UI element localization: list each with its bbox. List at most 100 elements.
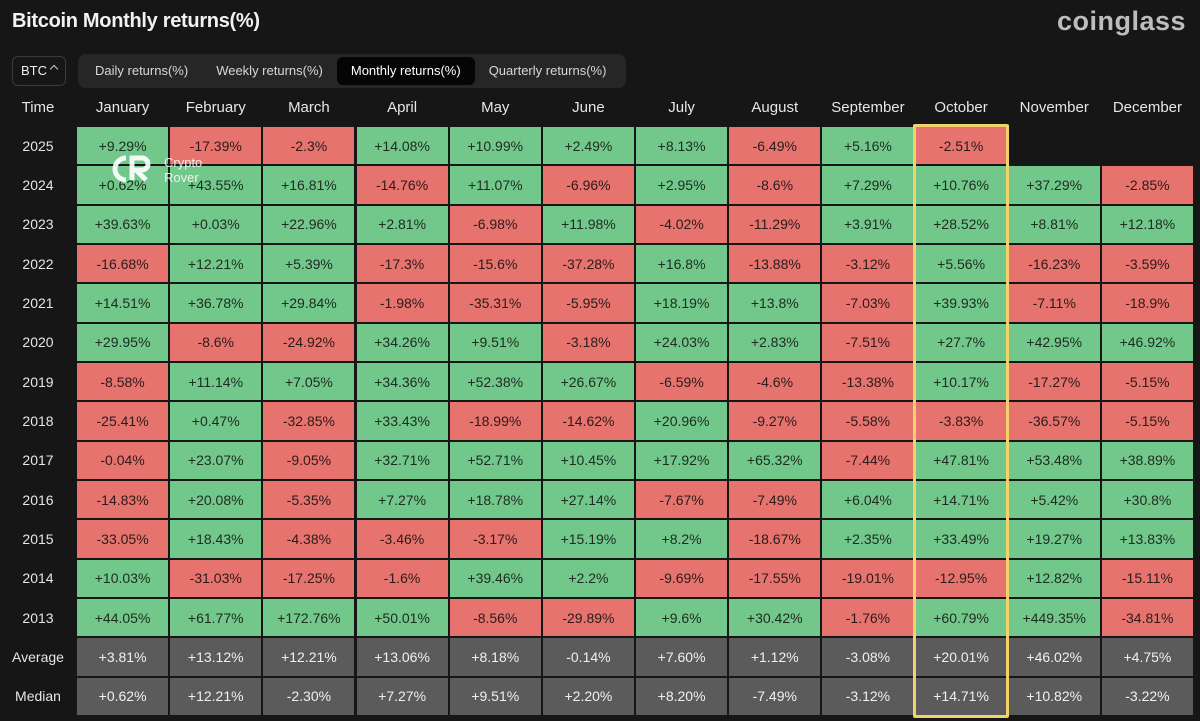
return-cell: +12.21% bbox=[170, 677, 262, 715]
tab[interactable]: Monthly returns(%) bbox=[336, 57, 475, 85]
return-cell: -6.49% bbox=[729, 127, 821, 165]
return-cell: -5.95% bbox=[542, 284, 634, 322]
column-header: April bbox=[387, 98, 418, 116]
return-cell: -7.51% bbox=[822, 323, 914, 361]
return-cell: +60.79% bbox=[915, 598, 1007, 637]
return-cell: +16.81% bbox=[263, 166, 355, 204]
return-cell: +12.21% bbox=[170, 244, 262, 283]
row-label: 2016 bbox=[22, 491, 54, 508]
row-label: 2019 bbox=[22, 373, 54, 390]
return-cell: +18.19% bbox=[636, 284, 728, 322]
return-cell: +26.67% bbox=[542, 362, 634, 401]
row-label: 2021 bbox=[22, 294, 54, 311]
return-cell: -7.11% bbox=[1008, 284, 1100, 322]
return-cell: +13.12% bbox=[170, 638, 262, 676]
return-cell: +27.7% bbox=[915, 323, 1007, 361]
return-cell: +7.27% bbox=[356, 677, 448, 715]
return-cell: +30.42% bbox=[729, 598, 821, 637]
return-cell: -11.29% bbox=[729, 205, 821, 243]
tab[interactable]: Weekly returns(%) bbox=[216, 63, 323, 78]
return-cell: -17.25% bbox=[263, 559, 355, 597]
return-cell: +2.20% bbox=[542, 677, 634, 715]
return-cell: +52.38% bbox=[449, 362, 541, 401]
return-cell: -3.59% bbox=[1101, 244, 1194, 283]
column-header: August bbox=[751, 98, 799, 116]
return-cell: -14.76% bbox=[356, 166, 448, 204]
column-header: January bbox=[95, 98, 150, 116]
column-header: June bbox=[572, 98, 605, 116]
column-header: May bbox=[481, 98, 510, 116]
return-cell: +2.95% bbox=[636, 166, 728, 204]
return-cell: +7.27% bbox=[356, 480, 448, 519]
watermark-text: Rover bbox=[164, 170, 199, 185]
return-cell: +14.08% bbox=[356, 127, 448, 165]
return-cell: +15.19% bbox=[542, 520, 634, 558]
tab[interactable]: Daily returns(%) bbox=[95, 63, 189, 78]
return-cell: +19.27% bbox=[1008, 520, 1100, 558]
return-cell: -14.83% bbox=[77, 480, 169, 519]
return-cell: -34.81% bbox=[1101, 598, 1194, 637]
return-cell: +7.60% bbox=[636, 638, 728, 676]
row-label: 2022 bbox=[22, 255, 54, 272]
return-cell: +28.52% bbox=[915, 205, 1007, 243]
return-cell: +5.42% bbox=[1008, 480, 1100, 519]
return-cell: +34.26% bbox=[356, 323, 448, 361]
return-cell: -7.49% bbox=[729, 480, 821, 519]
asset-selector[interactable]: BTC bbox=[12, 56, 66, 86]
return-cell: +7.05% bbox=[263, 362, 355, 401]
return-cell: +36.78% bbox=[170, 284, 262, 322]
row-label: 2015 bbox=[22, 530, 54, 547]
return-cell: -2.3% bbox=[263, 127, 355, 165]
return-cell: -1.76% bbox=[822, 598, 914, 637]
return-cell: +33.43% bbox=[356, 402, 448, 440]
return-cell: +32.71% bbox=[356, 441, 448, 479]
return-cell: -18.67% bbox=[729, 520, 821, 558]
return-cell: +29.84% bbox=[263, 284, 355, 322]
return-cell: +46.92% bbox=[1101, 323, 1194, 361]
return-cell: +22.96% bbox=[263, 205, 355, 243]
return-cell: +0.03% bbox=[170, 205, 262, 243]
return-cell: +34.36% bbox=[356, 362, 448, 401]
return-cell: +4.75% bbox=[1101, 638, 1194, 676]
tab[interactable]: Quarterly returns(%) bbox=[488, 63, 607, 78]
return-cell: -3.83% bbox=[915, 402, 1007, 440]
return-cell: +23.07% bbox=[170, 441, 262, 479]
return-cell: -12.95% bbox=[915, 559, 1007, 597]
return-cell: +2.81% bbox=[356, 205, 448, 243]
return-cell: +13.83% bbox=[1101, 520, 1194, 558]
logo: coinglass bbox=[1056, 6, 1186, 36]
return-cell: +16.8% bbox=[636, 244, 728, 283]
row-label: 2020 bbox=[22, 334, 54, 351]
row-label: Average bbox=[12, 648, 64, 665]
return-cell: +52.71% bbox=[449, 441, 541, 479]
return-cell: +43.55% bbox=[170, 166, 262, 204]
row-label: 2014 bbox=[22, 570, 54, 587]
return-cell: -32.85% bbox=[263, 402, 355, 440]
return-cell: -13.88% bbox=[729, 244, 821, 283]
column-header: July bbox=[668, 98, 695, 116]
return-cell: -3.12% bbox=[822, 677, 914, 715]
return-cell: +27.14% bbox=[542, 480, 634, 519]
return-cell: +14.51% bbox=[77, 284, 169, 322]
return-cell: -24.92% bbox=[263, 323, 355, 361]
return-cell: -8.56% bbox=[449, 598, 541, 637]
return-cell: +172.76% bbox=[263, 598, 355, 637]
return-cell: -0.04% bbox=[77, 441, 169, 479]
tab-group: Daily returns(%) Weekly returns(%) Monthly… bbox=[78, 54, 626, 88]
return-cell: -35.31% bbox=[449, 284, 541, 322]
return-cell: -33.05% bbox=[77, 520, 169, 558]
return-cell: +0.62% bbox=[77, 166, 169, 204]
return-cell: +44.05% bbox=[77, 598, 169, 637]
watermark-text: Crypto bbox=[164, 155, 203, 170]
return-cell: -31.03% bbox=[170, 559, 262, 597]
column-header: September bbox=[831, 98, 905, 116]
return-cell: +39.46% bbox=[449, 559, 541, 597]
return-cell: +2.49% bbox=[542, 127, 634, 165]
return-cell: -7.49% bbox=[729, 677, 821, 715]
return-cell: +3.81% bbox=[77, 638, 169, 676]
return-cell: -9.27% bbox=[729, 402, 821, 440]
return-cell: +42.95% bbox=[1008, 323, 1100, 361]
return-cell: -5.15% bbox=[1101, 362, 1194, 401]
return-cell: -1.98% bbox=[356, 284, 448, 322]
